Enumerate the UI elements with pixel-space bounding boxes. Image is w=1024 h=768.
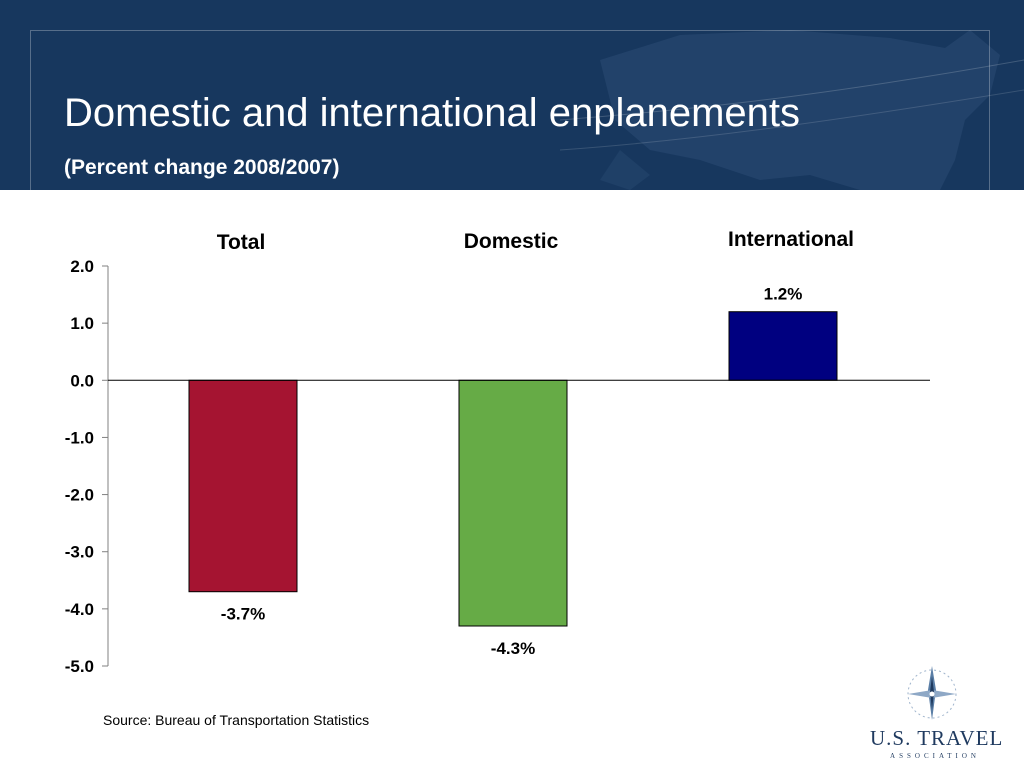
category-label: International [728,228,854,251]
data-label: 1.2% [764,285,803,304]
page-subtitle: (Percent change 2008/2007) [64,156,340,179]
y-tick-label: -1.0 [65,428,94,447]
y-tick-label: -2.0 [65,486,94,505]
header-banner: Domestic and international enplanements … [0,0,1024,190]
page-title: Domestic and international enplanements [64,91,800,135]
bar-chart: 2.0 1.0 0.0 -1.0 -2.0 -3.0 -4.0 -5.0 -3.7% Total -… [65,228,930,676]
us-travel-logo: U.S. TRAVEL ASSOCIATION [870,662,1004,762]
us-map-icon [560,30,1024,190]
y-tick-label: 1.0 [70,314,94,333]
y-tick-label: -4.0 [65,600,94,619]
bar-domestic [458,379,568,627]
header-frame [30,30,990,190]
y-tick-label: 2.0 [70,257,94,276]
compass-star-icon [907,666,957,720]
y-tick-label: 0.0 [70,371,94,390]
category-label: Total [217,231,266,254]
y-tick-label: -5.0 [65,657,94,676]
data-label: -4.3% [491,639,535,658]
bar-international [728,311,838,381]
y-tick-label: -3.0 [65,543,94,562]
logo-tagline: ASSOCIATION [890,752,980,760]
logo-name: U.S. TRAVEL [870,726,1004,750]
bar-total [188,379,298,593]
category-label: Domestic [464,230,559,253]
data-label: -3.7% [221,605,265,624]
source-note: Source: Bureau of Transportation Statist… [103,712,370,728]
